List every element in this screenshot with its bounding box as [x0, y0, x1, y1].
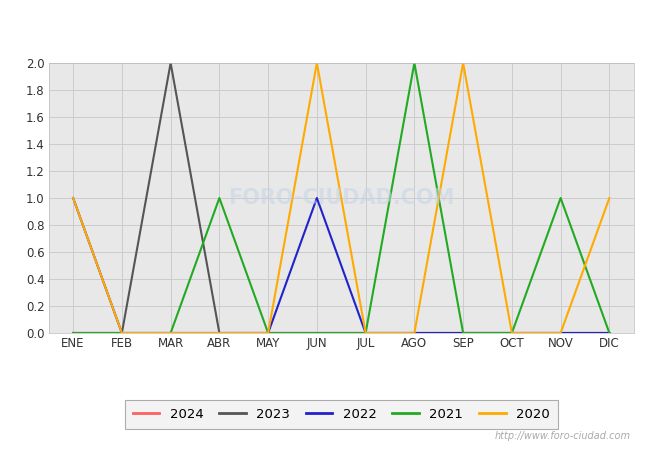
Text: Matriculaciones de Vehiculos en La Selva de Mar: Matriculaciones de Vehiculos en La Selva… [129, 14, 521, 29]
Legend: 2024, 2023, 2022, 2021, 2020: 2024, 2023, 2022, 2021, 2020 [125, 400, 558, 429]
Text: FORO-CIUDAD.COM: FORO-CIUDAD.COM [228, 188, 454, 208]
Text: http://www.foro-ciudad.com: http://www.foro-ciudad.com [495, 431, 630, 441]
